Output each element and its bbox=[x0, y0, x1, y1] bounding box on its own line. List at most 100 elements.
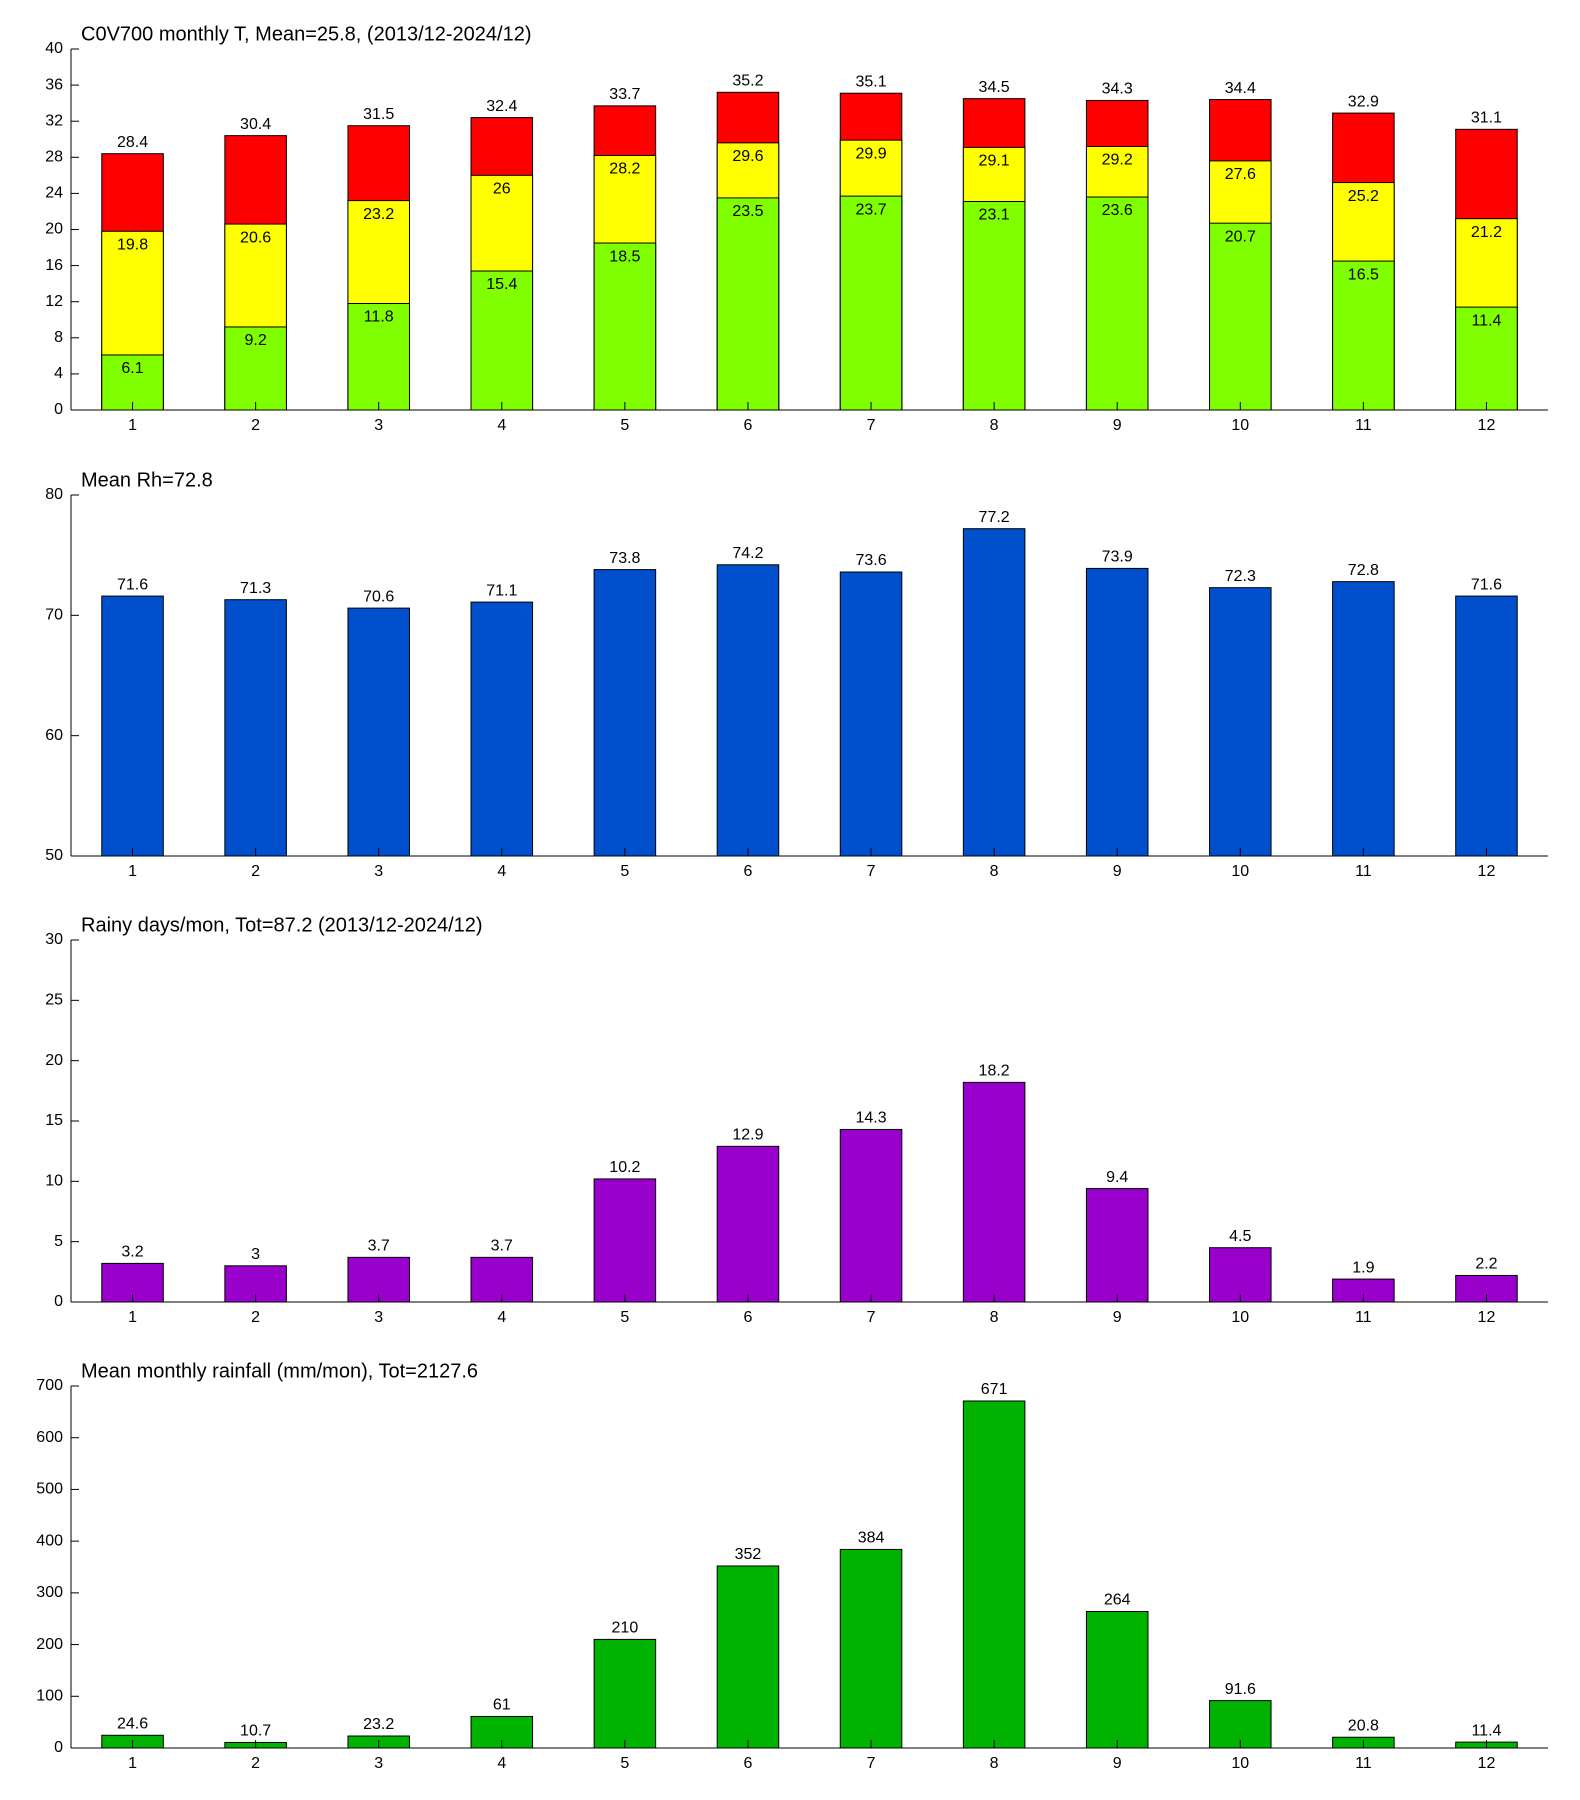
y-tick-label: 300 bbox=[36, 1584, 63, 1601]
x-tick-label: 6 bbox=[744, 863, 753, 880]
data-label: 74.2 bbox=[732, 545, 763, 562]
y-tick-label: 12 bbox=[45, 293, 63, 310]
x-tick-label: 12 bbox=[1478, 863, 1496, 880]
data-label: 73.9 bbox=[1102, 549, 1133, 566]
data-label: 11.4 bbox=[1471, 1722, 1501, 1739]
data-label: 11.8 bbox=[364, 309, 394, 326]
x-tick-label: 10 bbox=[1231, 417, 1249, 434]
bar bbox=[716, 1145, 780, 1303]
bar bbox=[962, 1400, 1026, 1749]
y-tick-label: 400 bbox=[36, 1532, 63, 1549]
data-label: 35.1 bbox=[855, 73, 886, 90]
data-label: 71.1 bbox=[486, 582, 517, 599]
chart-title: Rainy days/mon, Tot=87.2 (2013/12-2024/1… bbox=[81, 914, 483, 936]
data-label: 11.4 bbox=[1471, 312, 1501, 329]
y-tick-label: 10 bbox=[45, 1173, 63, 1190]
bar bbox=[716, 1565, 780, 1749]
x-tick-label: 1 bbox=[128, 863, 137, 880]
x-tick-label: 1 bbox=[128, 1755, 137, 1772]
y-tick-label: 0 bbox=[54, 1739, 63, 1756]
x-tick-label: 8 bbox=[990, 1755, 999, 1772]
bar bbox=[593, 1638, 657, 1749]
x-tick-label: 2 bbox=[251, 1755, 260, 1772]
y-tick-label: 70 bbox=[45, 607, 63, 624]
y-tick-label: 4 bbox=[54, 365, 63, 382]
data-label: 23.7 bbox=[855, 201, 886, 218]
data-label: 23.6 bbox=[1102, 202, 1133, 219]
data-label: 9.2 bbox=[245, 332, 267, 349]
y-tick-label: 80 bbox=[45, 486, 63, 503]
y-tick-label: 0 bbox=[54, 1293, 63, 1310]
data-label: 2.2 bbox=[1475, 1256, 1497, 1273]
bar bbox=[1209, 1247, 1272, 1303]
x-tick-label: 2 bbox=[251, 417, 260, 434]
data-label: 6.1 bbox=[121, 360, 143, 377]
bar bbox=[1209, 222, 1272, 411]
bar bbox=[839, 195, 903, 411]
data-label: 29.1 bbox=[979, 153, 1010, 170]
y-tick-label: 20 bbox=[45, 1052, 63, 1069]
x-tick-label: 8 bbox=[990, 1309, 999, 1326]
data-label: 18.2 bbox=[979, 1063, 1010, 1080]
data-label: 31.1 bbox=[1471, 110, 1502, 127]
x-tick-label: 8 bbox=[990, 863, 999, 880]
y-tick-label: 500 bbox=[36, 1481, 63, 1498]
data-label: 72.8 bbox=[1348, 562, 1379, 579]
x-tick-label: 4 bbox=[497, 1755, 506, 1772]
data-label: 21.2 bbox=[1471, 224, 1502, 241]
data-label: 23.2 bbox=[363, 1716, 394, 1733]
bar bbox=[347, 607, 410, 857]
data-label: 72.3 bbox=[1225, 568, 1256, 585]
x-tick-label: 1 bbox=[128, 417, 137, 434]
data-label: 29.9 bbox=[855, 145, 886, 162]
data-label: 3.7 bbox=[491, 1238, 513, 1255]
data-label: 27.6 bbox=[1225, 166, 1256, 183]
x-tick-label: 2 bbox=[251, 1309, 260, 1326]
data-label: 91.6 bbox=[1225, 1681, 1256, 1698]
bar bbox=[962, 528, 1026, 857]
bar bbox=[716, 197, 780, 411]
x-tick-label: 7 bbox=[867, 417, 876, 434]
bar bbox=[1085, 567, 1149, 857]
data-label: 29.2 bbox=[1102, 152, 1133, 169]
bar bbox=[593, 242, 657, 411]
data-label: 34.4 bbox=[1225, 80, 1256, 97]
data-label: 10.2 bbox=[609, 1159, 640, 1176]
x-tick-label: 5 bbox=[620, 863, 629, 880]
bar bbox=[1455, 306, 1518, 411]
data-label: 28.4 bbox=[117, 134, 148, 151]
data-label: 70.6 bbox=[363, 588, 394, 605]
data-label: 3.2 bbox=[121, 1244, 143, 1261]
data-label: 352 bbox=[735, 1546, 762, 1563]
y-tick-label: 50 bbox=[45, 847, 63, 864]
data-label: 33.7 bbox=[609, 86, 640, 103]
data-label: 73.6 bbox=[855, 552, 886, 569]
y-tick-label: 24 bbox=[45, 185, 63, 202]
data-label: 28.2 bbox=[609, 161, 640, 178]
data-label: 264 bbox=[1104, 1592, 1131, 1609]
bar bbox=[593, 569, 657, 857]
bar bbox=[1332, 260, 1395, 411]
x-tick-label: 12 bbox=[1478, 417, 1496, 434]
data-label: 3 bbox=[251, 1246, 260, 1263]
y-tick-label: 15 bbox=[45, 1112, 63, 1129]
y-tick-label: 20 bbox=[45, 221, 63, 238]
bar bbox=[716, 564, 780, 857]
x-tick-label: 2 bbox=[251, 863, 260, 880]
data-label: 31.5 bbox=[363, 106, 394, 123]
bar bbox=[224, 599, 287, 857]
data-label: 23.5 bbox=[732, 203, 763, 220]
y-tick-label: 200 bbox=[36, 1636, 63, 1653]
x-tick-label: 11 bbox=[1355, 863, 1372, 880]
data-label: 671 bbox=[981, 1381, 1008, 1398]
x-tick-label: 3 bbox=[374, 863, 383, 880]
x-tick-label: 3 bbox=[374, 417, 383, 434]
data-label: 3.7 bbox=[368, 1238, 390, 1255]
bar bbox=[1085, 196, 1149, 411]
data-label: 20.7 bbox=[1225, 228, 1256, 245]
bar bbox=[839, 571, 903, 857]
y-tick-label: 16 bbox=[45, 257, 63, 274]
data-label: 35.2 bbox=[732, 73, 763, 90]
x-tick-label: 6 bbox=[744, 1309, 753, 1326]
data-label: 34.3 bbox=[1102, 81, 1133, 98]
